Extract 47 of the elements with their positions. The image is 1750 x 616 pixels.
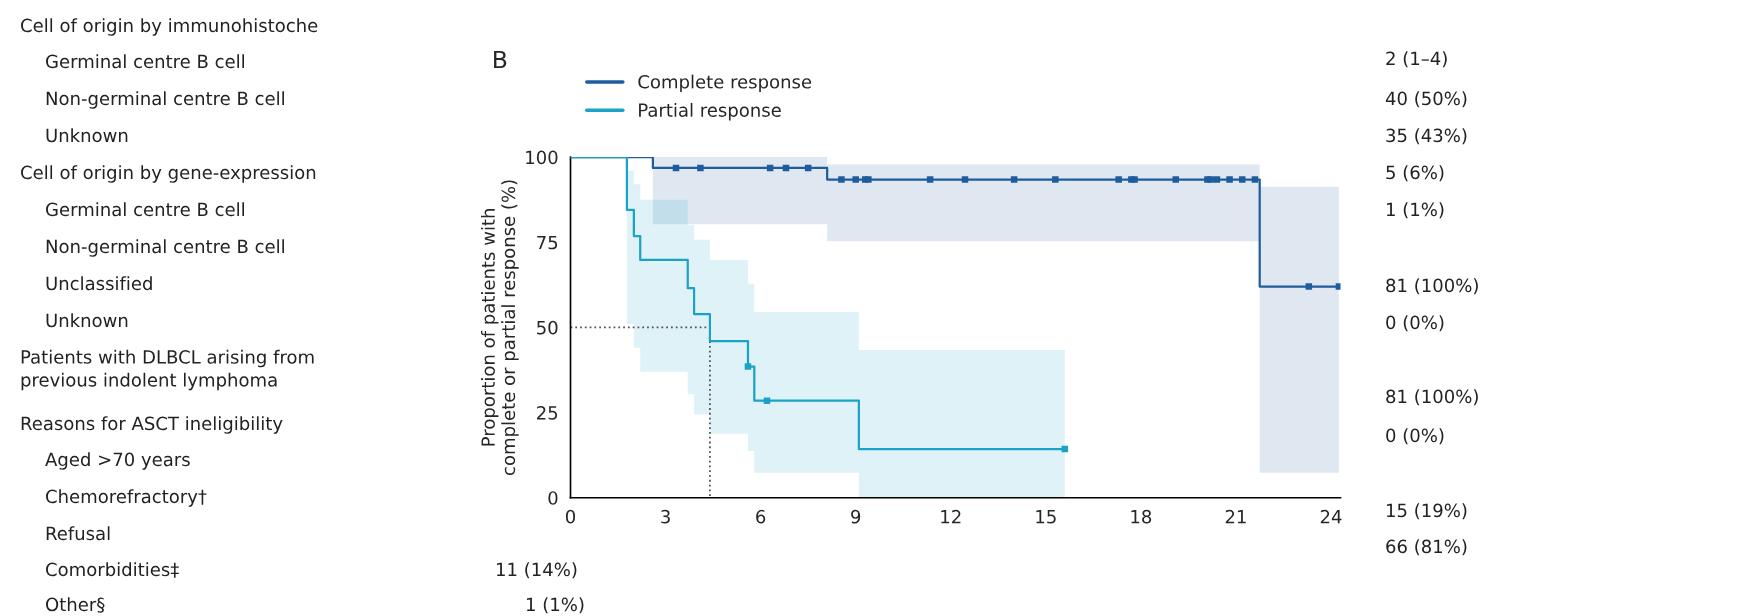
text: Unclassified — [46, 276, 152, 291]
text: 2 (1–4) — [1386, 51, 1447, 68]
text: Patients with DLBCL arising from previous indolent lymphoma — [21, 349, 314, 391]
text: Unknown — [46, 128, 128, 143]
y-tick-label: 75 — [537, 235, 558, 250]
x-tick-label: 9 — [851, 509, 861, 524]
text: Germinal centre B cell — [46, 202, 244, 217]
text: 40 (50%) — [1385, 91, 1467, 108]
x-tick-label: 15 — [1036, 510, 1056, 524]
text: Non-germinal centre B cell — [46, 91, 284, 109]
y-tick-label: 50 — [537, 320, 558, 335]
text: 1 (1%) — [1386, 202, 1444, 219]
text: 15 (19%) — [1386, 503, 1467, 520]
y-tick-label: 100 — [526, 150, 558, 165]
text: 81 (100%) — [1386, 389, 1478, 406]
text: 81 (100%) — [1386, 278, 1478, 295]
y-tick-label: 0 — [548, 491, 558, 505]
y-tick-label: 25 — [537, 406, 558, 420]
text: Cell of origin by immunohistoche — [21, 18, 318, 36]
text: 11 (14%) — [496, 562, 577, 579]
y-axis-title: Proportion of patients with complete or partial response (%) — [480, 180, 519, 475]
text: 5 (6%) — [1386, 165, 1444, 182]
x-tick-label: 0 — [565, 509, 576, 524]
text: Aged >70 years — [45, 452, 190, 470]
text: 66 (81%) — [1386, 539, 1467, 556]
legend-label: Partial response — [639, 102, 781, 121]
text: Comorbidities‡ — [46, 562, 179, 578]
text: 0 (0%) — [1386, 315, 1444, 332]
text: Unknown — [46, 313, 128, 328]
text: Non-germinal centre B cell — [46, 239, 284, 257]
text: Chemorefractory† — [46, 489, 207, 507]
x-tick-label: 24 — [1320, 509, 1342, 524]
chart-title: B — [494, 50, 507, 69]
x-tick-label: 21 — [1225, 509, 1246, 524]
legend-label: Complete response — [638, 74, 812, 93]
text: 1 (1%) — [526, 597, 584, 614]
text: Cell of origin by gene-expression — [21, 165, 316, 183]
text: 35 (43%) — [1386, 128, 1467, 145]
text: Reasons for ASCT ineligibility — [21, 416, 283, 434]
x-tick-label: 3 — [661, 509, 670, 524]
x-tick-label: 6 — [756, 509, 766, 524]
text: 0 (0%) — [1386, 428, 1444, 445]
text: Other§ — [46, 597, 105, 613]
text: Germinal centre B cell — [46, 54, 244, 69]
x-tick-label: 12 — [941, 509, 961, 524]
text: Refusal — [46, 526, 110, 541]
x-tick-label: 18 — [1131, 509, 1152, 524]
